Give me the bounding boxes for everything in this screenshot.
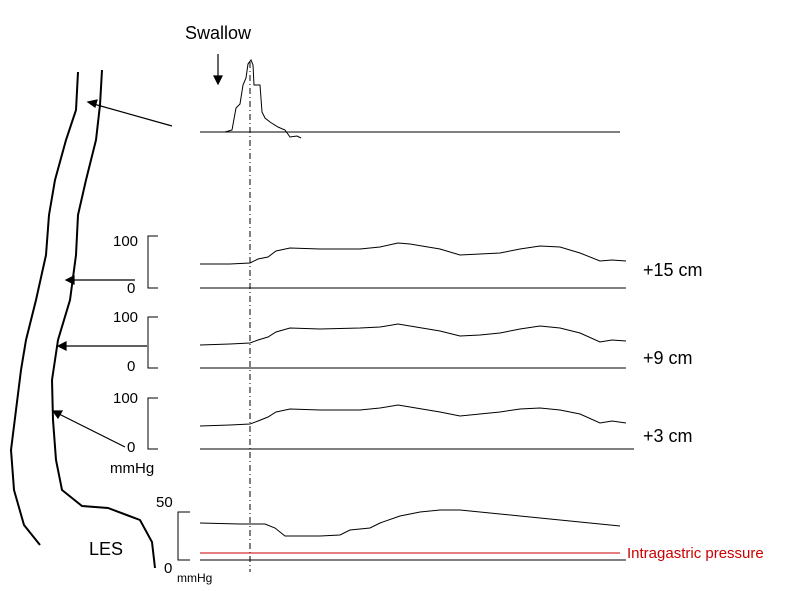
channel-9cm: 100 0 +9 cm — [113, 309, 693, 375]
trace-3cm — [199, 404, 627, 427]
esophagus-outline — [9, 69, 156, 569]
scale-bottom-9cm: 0 — [127, 358, 135, 375]
scale-top-9cm: 100 — [113, 309, 138, 326]
scale-bottom-3cm: 0 — [127, 439, 135, 456]
arrow-head-9cm — [56, 341, 67, 351]
swallow-trace — [200, 58, 620, 139]
position-label-3cm: +3 cm — [643, 426, 693, 446]
esophagus-right-wall — [50, 69, 156, 569]
scale-bracket-9cm — [147, 316, 158, 369]
trace-les — [199, 509, 621, 537]
arrow-head-15cm — [64, 275, 75, 285]
les-unit: mmHg — [177, 571, 212, 585]
arrow-head-top — [86, 99, 98, 108]
position-label-15cm: +15 cm — [643, 260, 703, 280]
scale-bracket-15cm — [147, 235, 158, 289]
trace-9cm — [199, 323, 627, 346]
scale-bracket-3cm — [147, 397, 158, 450]
arrows — [51, 54, 223, 448]
channel-3cm: 100 0 mmHg +3 cm — [110, 390, 693, 477]
esophagus-left-wall — [9, 71, 79, 546]
les-label: LES — [89, 539, 123, 559]
les-scale-top: 50 — [156, 494, 173, 511]
scale-bottom-15cm: 0 — [127, 280, 135, 297]
swallow-arrow-head — [213, 75, 223, 86]
channel-les: 50 0 mmHg Intragastric pressure LES — [89, 494, 764, 585]
intragastric-label: Intragastric pressure — [627, 545, 764, 562]
scale-top-15cm: 100 — [113, 233, 138, 250]
scale-top-3cm: 100 — [113, 390, 138, 407]
channel-15cm: 100 0 +15 cm — [113, 233, 703, 297]
les-scale-bracket — [177, 511, 190, 561]
trace-15cm — [200, 242, 627, 265]
unit-3cm: mmHg — [110, 460, 154, 477]
swallow-label: Swallow — [185, 23, 252, 43]
arrow-head-3cm — [51, 410, 64, 420]
position-label-9cm: +9 cm — [643, 348, 693, 368]
les-scale-bottom: 0 — [164, 560, 172, 577]
